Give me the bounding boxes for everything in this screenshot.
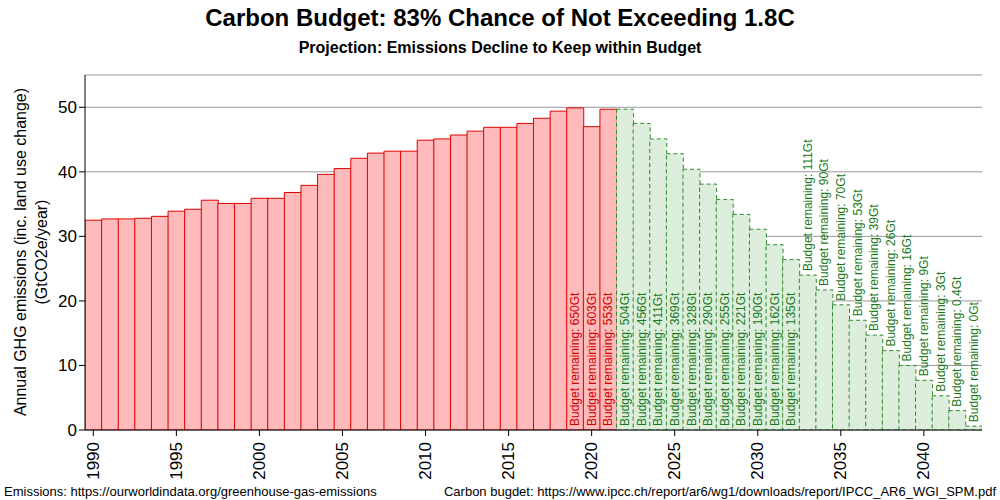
svg-text:2035: 2035 — [831, 442, 850, 480]
svg-text:Budget remaining: 650Gt: Budget remaining: 650Gt — [568, 292, 582, 426]
svg-text:2000: 2000 — [250, 442, 269, 480]
html-text:Annual GHG emissions (inc. lan: Annual GHG emissions (inc. land use chan… — [12, 87, 29, 417]
svg-text:Budget remaining: 162Gt: Budget remaining: 162Gt — [768, 292, 782, 426]
svg-text:Budget remaining: 369Gt: Budget remaining: 369Gt — [668, 292, 682, 426]
svg-text:1990: 1990 — [84, 442, 103, 480]
svg-text:2005: 2005 — [333, 442, 352, 480]
svg-text:Budget remaining: 39Gt: Budget remaining: 39Gt — [867, 204, 881, 331]
svg-text:2015: 2015 — [499, 442, 518, 480]
svg-text:Budget remaining: 456Gt: Budget remaining: 456Gt — [635, 292, 649, 426]
svg-text:Budget remaining: 504Gt: Budget remaining: 504Gt — [618, 292, 632, 426]
svg-text:50: 50 — [58, 98, 77, 117]
svg-text:Budget remaining: 221Gt: Budget remaining: 221Gt — [734, 292, 748, 426]
svg-text:Budget remaining: 90Gt: Budget remaining: 90Gt — [817, 159, 831, 286]
svg-text:2025: 2025 — [665, 442, 684, 480]
svg-text:2030: 2030 — [748, 442, 767, 480]
html-text:(GtCO2e/year): (GtCO2e/year) — [33, 199, 50, 305]
svg-text:2020: 2020 — [582, 442, 601, 480]
svg-text:Budget remaining: 111Gt: Budget remaining: 111Gt — [801, 139, 815, 271]
svg-text:40: 40 — [58, 163, 77, 182]
svg-text:30: 30 — [58, 227, 77, 246]
html-text:Projection: Emissions Decline: Projection: Emissions Decline to Keep wi… — [298, 39, 702, 56]
svg-text:2040: 2040 — [914, 442, 933, 480]
svg-text:Budget remaining: 0Gt: Budget remaining: 0Gt — [967, 301, 981, 422]
svg-text:20: 20 — [58, 292, 77, 311]
svg-text:Budget remaining: 53Gt: Budget remaining: 53Gt — [851, 189, 865, 316]
svg-text:Budget remaining: 26Gt: Budget remaining: 26Gt — [884, 219, 898, 346]
html-text:Emissions: https://ourworldind: Emissions: https://ourworldindata.org/gr… — [4, 484, 377, 499]
svg-text:Budget remaining: 553Gt: Budget remaining: 553Gt — [601, 292, 615, 426]
svg-text:Budget remaining: 255Gt: Budget remaining: 255Gt — [718, 292, 732, 426]
svg-text:Budget remaining: 16Gt: Budget remaining: 16Gt — [900, 234, 914, 361]
svg-text:Budget remaining: 411Gt: Budget remaining: 411Gt — [651, 293, 665, 426]
svg-text:Budget remaining: 3Gt: Budget remaining: 3Gt — [934, 271, 948, 392]
svg-text:Budget remaining: 603Gt: Budget remaining: 603Gt — [585, 292, 599, 426]
svg-text:1995: 1995 — [167, 442, 186, 480]
svg-text:Budget remaining: 290Gt: Budget remaining: 290Gt — [701, 292, 715, 426]
svg-text:Budget remaining: 135Gt: Budget remaining: 135Gt — [784, 292, 798, 426]
svg-text:Budget remaining: 328Gt: Budget remaining: 328Gt — [685, 292, 699, 426]
svg-text:Budget remaining: 190Gt: Budget remaining: 190Gt — [751, 292, 765, 426]
svg-text:Budget remaining: 9Gt: Budget remaining: 9Gt — [917, 256, 931, 377]
svg-text:2010: 2010 — [416, 442, 435, 480]
svg-text:Budget remaining: 70Gt: Budget remaining: 70Gt — [834, 173, 848, 300]
html-text:Carbon Budget: 83% Chance of N: Carbon Budget: 83% Chance of Not Exceedi… — [205, 4, 795, 31]
svg-text:10: 10 — [58, 356, 77, 375]
svg-text:Budget remaining: 0.4Gt: Budget remaining: 0.4Gt — [950, 276, 964, 407]
svg-text:0: 0 — [68, 421, 77, 440]
html-text:Carbon bugdet: https://www.ipc: Carbon bugdet: https://www.ipcc.ch/repor… — [444, 484, 996, 499]
